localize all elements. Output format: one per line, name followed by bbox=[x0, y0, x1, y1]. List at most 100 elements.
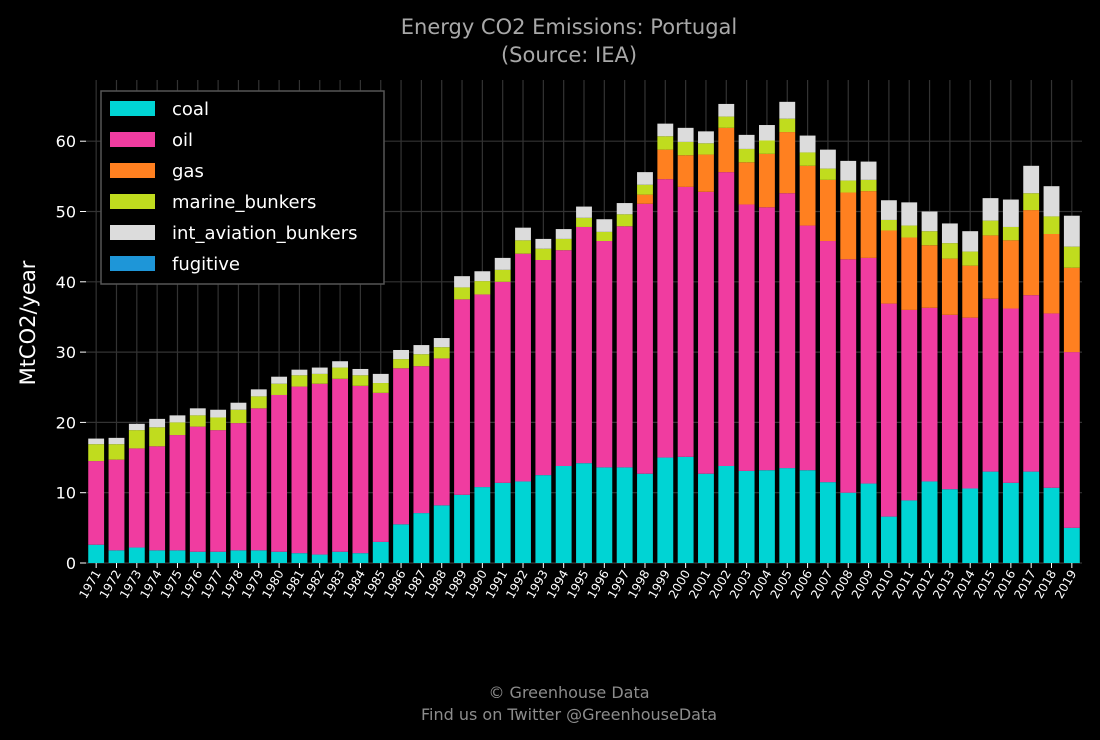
bar-int_aviation_bunkers-2007 bbox=[819, 149, 836, 169]
bar-marine_bunkers-1989 bbox=[454, 287, 470, 300]
bar-oil-2005 bbox=[779, 193, 796, 469]
y-tick-label: 60 bbox=[56, 132, 76, 151]
bar-coal-2007 bbox=[819, 482, 836, 563]
bar-coal-2015 bbox=[982, 471, 999, 563]
bar-coal-1993 bbox=[535, 475, 552, 563]
bar-marine_bunkers-2009 bbox=[860, 179, 877, 192]
bar-gas-2009 bbox=[860, 191, 877, 258]
bar-coal-1976 bbox=[189, 551, 206, 563]
bar-coal-1990 bbox=[474, 487, 491, 563]
bar-oil-2009 bbox=[860, 257, 877, 484]
bar-coal-1973 bbox=[128, 547, 145, 563]
bar-oil-1977 bbox=[210, 430, 227, 552]
y-tick-label: 30 bbox=[56, 343, 76, 362]
bar-oil-1989 bbox=[454, 299, 470, 495]
bar-marine_bunkers-1995 bbox=[576, 217, 592, 227]
bar-oil-2014 bbox=[962, 317, 979, 489]
bar-oil-1981 bbox=[291, 386, 308, 554]
bar-int_aviation_bunkers-1985 bbox=[372, 373, 389, 384]
bar-int_aviation_bunkers-2017 bbox=[1023, 165, 1040, 194]
bar-marine_bunkers-1974 bbox=[149, 427, 166, 447]
bar-marine_bunkers-1985 bbox=[372, 383, 389, 393]
bar-int_aviation_bunkers-2010 bbox=[880, 200, 897, 220]
bar-oil-1972 bbox=[108, 459, 125, 551]
footer-copyright: © Greenhouse Data bbox=[488, 683, 649, 702]
bar-oil-2017 bbox=[1023, 295, 1040, 472]
bar-int_aviation_bunkers-2005 bbox=[779, 101, 796, 119]
bar-oil-1982 bbox=[311, 383, 328, 555]
bar-oil-1995 bbox=[576, 226, 592, 464]
bar-marine_bunkers-1976 bbox=[189, 415, 206, 427]
bar-gas-2002 bbox=[718, 127, 735, 173]
bar-coal-1999 bbox=[657, 457, 674, 563]
bar-marine_bunkers-1978 bbox=[230, 409, 247, 424]
bar-int_aviation_bunkers-1995 bbox=[576, 206, 592, 218]
bar-int_aviation_bunkers-1973 bbox=[128, 423, 145, 431]
bar-int_aviation_bunkers-1999 bbox=[657, 123, 674, 137]
bar-coal-2002 bbox=[718, 465, 735, 563]
bar-int_aviation_bunkers-2004 bbox=[759, 125, 775, 141]
bar-int_aviation_bunkers-1988 bbox=[433, 338, 450, 348]
bar-marine_bunkers-2019 bbox=[1063, 246, 1080, 268]
bar-marine_bunkers-1992 bbox=[515, 240, 531, 254]
bar-int_aviation_bunkers-2011 bbox=[901, 202, 918, 226]
bar-int_aviation_bunkers-1972 bbox=[108, 437, 125, 445]
bar-oil-1999 bbox=[657, 179, 674, 458]
bar-coal-1991 bbox=[494, 482, 511, 563]
bar-oil-1987 bbox=[413, 366, 430, 514]
bar-marine_bunkers-2013 bbox=[941, 243, 958, 259]
legend-swatch-coal bbox=[110, 101, 155, 116]
bar-int_aviation_bunkers-1986 bbox=[393, 349, 409, 360]
legend-label-fugitive: fugitive bbox=[172, 254, 240, 275]
bar-gas-2007 bbox=[819, 179, 836, 242]
bar-int_aviation_bunkers-1989 bbox=[454, 276, 470, 288]
bar-marine_bunkers-1977 bbox=[210, 417, 227, 431]
bar-coal-1997 bbox=[616, 467, 633, 563]
bar-gas-2011 bbox=[901, 237, 918, 310]
bar-int_aviation_bunkers-1994 bbox=[555, 229, 572, 239]
y-axis-ticks: 0 10 20 30 40 50 60 bbox=[56, 132, 86, 573]
bar-marine_bunkers-2014 bbox=[962, 251, 979, 266]
bar-coal-1996 bbox=[596, 467, 613, 563]
bar-oil-1973 bbox=[128, 448, 145, 548]
bar-oil-1986 bbox=[393, 368, 409, 525]
bar-coal-1985 bbox=[372, 541, 389, 563]
bar-oil-2011 bbox=[901, 309, 918, 501]
bar-oil-2000 bbox=[677, 186, 694, 457]
bar-coal-2010 bbox=[880, 516, 897, 563]
bar-oil-1996 bbox=[596, 241, 613, 468]
legend-swatch-oil bbox=[110, 132, 155, 147]
bar-marine_bunkers-2010 bbox=[880, 219, 897, 231]
bar-oil-1978 bbox=[230, 423, 247, 551]
bar-gas-2008 bbox=[840, 192, 857, 260]
bar-oil-1985 bbox=[372, 392, 389, 542]
bar-oil-2013 bbox=[941, 314, 958, 490]
bar-oil-1983 bbox=[332, 378, 349, 552]
chart-subtitle: (Source: IEA) bbox=[501, 43, 637, 67]
bar-gas-1998 bbox=[637, 194, 653, 204]
bar-oil-1994 bbox=[555, 250, 572, 466]
bar-int_aviation_bunkers-1992 bbox=[515, 227, 531, 241]
bar-marine_bunkers-2018 bbox=[1043, 216, 1060, 234]
bar-oil-2018 bbox=[1043, 313, 1060, 488]
bar-int_aviation_bunkers-1980 bbox=[271, 376, 288, 384]
bar-coal-2006 bbox=[799, 470, 816, 563]
bar-marine_bunkers-1971 bbox=[88, 444, 105, 462]
bar-oil-1971 bbox=[88, 461, 105, 545]
bar-oil-2004 bbox=[759, 207, 775, 471]
bar-gas-2016 bbox=[1002, 240, 1019, 309]
bar-gas-2006 bbox=[799, 165, 816, 226]
bar-coal-1989 bbox=[454, 494, 470, 563]
bar-int_aviation_bunkers-2000 bbox=[677, 127, 694, 142]
bar-coal-2014 bbox=[962, 488, 979, 563]
bar-coal-1986 bbox=[393, 524, 409, 563]
bar-coal-1982 bbox=[311, 554, 328, 563]
bar-coal-1981 bbox=[291, 553, 308, 563]
bar-coal-1995 bbox=[576, 463, 592, 563]
bar-int_aviation_bunkers-1991 bbox=[494, 257, 511, 270]
bar-marine_bunkers-2017 bbox=[1023, 193, 1040, 211]
bar-marine_bunkers-2011 bbox=[901, 225, 918, 238]
bar-coal-2009 bbox=[860, 483, 877, 563]
bar-coal-2011 bbox=[901, 500, 918, 563]
